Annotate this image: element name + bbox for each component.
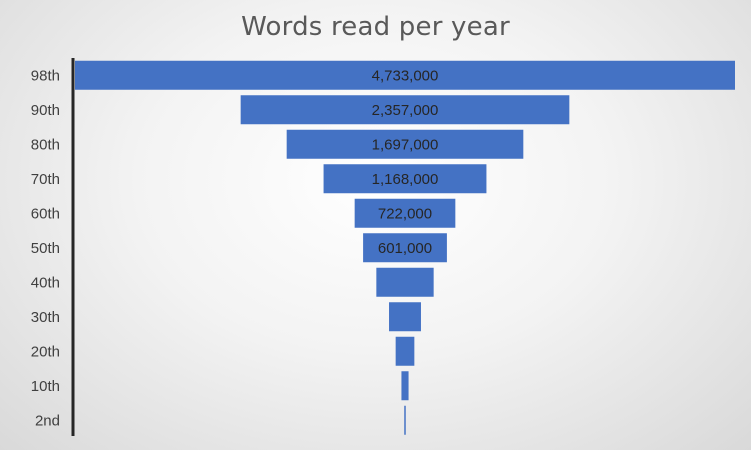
category-label-10th: 10th	[31, 378, 60, 395]
funnel-bar-30th	[389, 302, 421, 332]
data-label-50th: 601,000	[378, 240, 432, 257]
data-label-80th: 1,697,000	[372, 136, 439, 153]
labels-group: 98th 4,733,000 90th 2,357,000 80th 1,697,000 7…	[31, 67, 439, 429]
category-label-90th: 90th	[31, 102, 60, 119]
funnel-bar-50th	[363, 233, 447, 263]
funnel-bar-90th	[240, 95, 570, 125]
category-label-80th: 80th	[31, 136, 60, 153]
category-label-2nd: 2nd	[35, 412, 60, 429]
category-label-20th: 20th	[31, 343, 60, 360]
funnel-bar-70th	[323, 164, 487, 194]
bars-group	[75, 60, 735, 435]
funnel-bar-60th	[354, 198, 456, 228]
data-label-70th: 1,168,000	[372, 171, 439, 188]
funnel-bar-10th	[401, 371, 409, 401]
funnel-bar-20th	[395, 336, 415, 366]
funnel-bar-98th	[75, 60, 735, 90]
funnel-bar-40th	[376, 267, 434, 297]
data-label-60th: 722,000	[378, 205, 432, 222]
funnel-bar-80th	[286, 129, 524, 159]
category-label-40th: 40th	[31, 274, 60, 291]
category-label-98th: 98th	[31, 67, 60, 84]
category-label-70th: 70th	[31, 171, 60, 188]
category-label-50th: 50th	[31, 240, 60, 257]
category-label-30th: 30th	[31, 309, 60, 326]
data-label-98th: 4,733,000	[372, 67, 439, 84]
chart-title: Words read per year	[241, 12, 510, 42]
data-label-90th: 2,357,000	[372, 102, 439, 119]
funnel-bar-2nd	[404, 405, 406, 435]
category-label-60th: 60th	[31, 205, 60, 222]
